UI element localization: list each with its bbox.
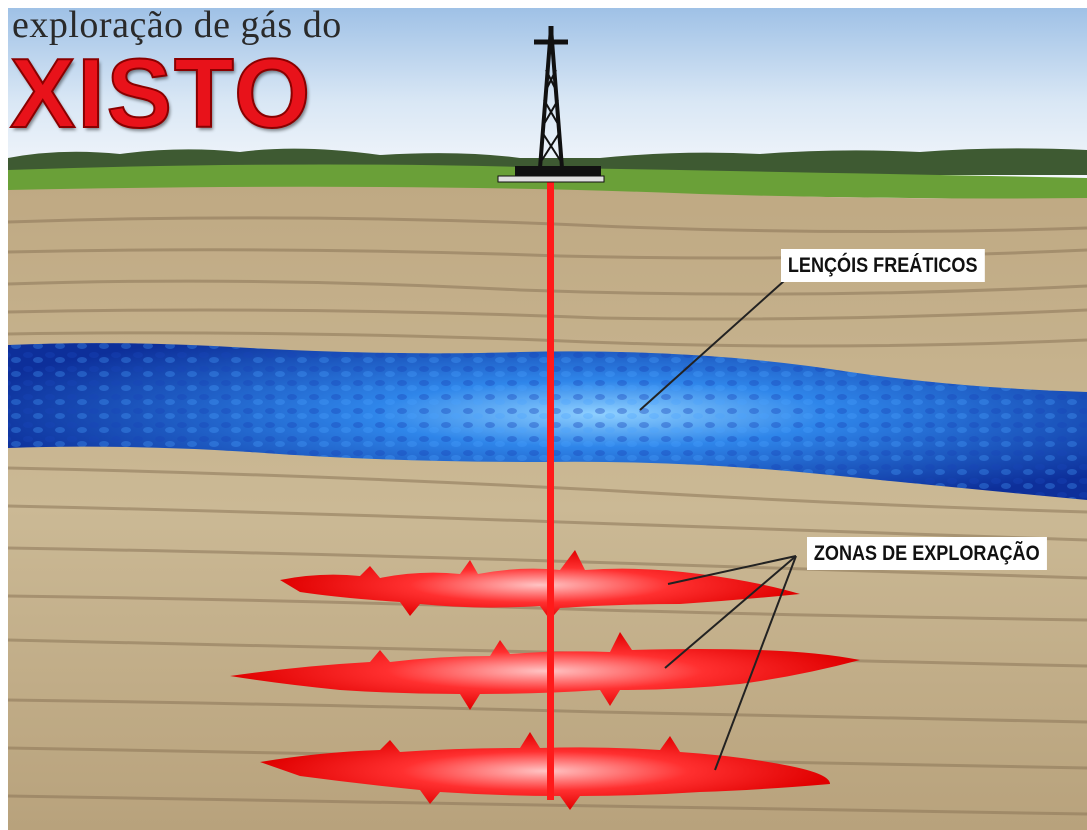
label-lencois-freaticos: LENÇÓIS FREÁTICOS	[781, 249, 985, 282]
drilling-rig-icon	[497, 26, 605, 183]
strata-lines-upper	[7, 216, 1087, 348]
leader-line-zone-2	[664, 555, 797, 669]
fracture-zone-3	[260, 732, 830, 810]
leader-line-zone-3	[714, 555, 797, 771]
fracture-zone-1	[280, 550, 800, 620]
well-pipe	[547, 180, 554, 800]
leader-line-zone-1	[667, 555, 797, 585]
title-line-1: exploração de gás do	[12, 4, 342, 46]
title-xisto: XISTO	[9, 38, 313, 148]
fracture-zone-2	[230, 632, 860, 710]
leader-line-aquifer	[639, 280, 785, 411]
label-zonas-de-exploracao: ZONAS DE EXPLORAÇÃO	[807, 537, 1047, 570]
